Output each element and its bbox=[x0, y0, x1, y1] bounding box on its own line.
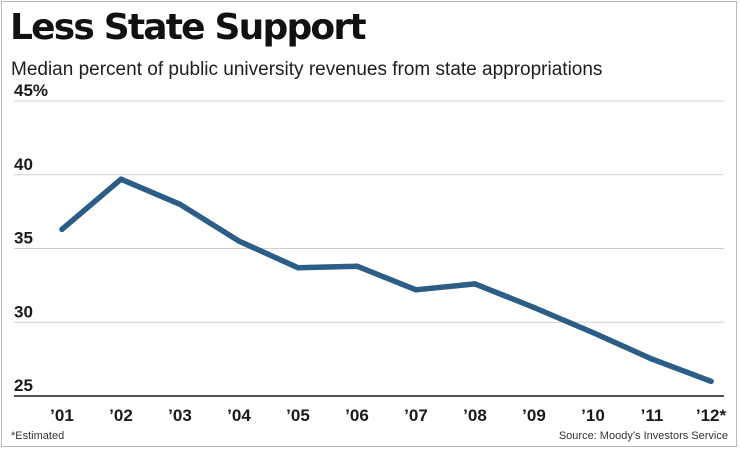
y-tick-label-35: 35 bbox=[14, 229, 33, 248]
x-tick-label-4: ’05 bbox=[286, 406, 310, 425]
data-point-4 bbox=[295, 264, 301, 271]
x-tick-label-11: ’12* bbox=[696, 406, 727, 425]
x-axis-tick-labels: ’01 ’02 ’03 ’04 ’05 ’06 ’07 ’08 ’09 ’10 ’11 ’12* bbox=[50, 406, 726, 425]
x-tick-label-5: ’06 bbox=[345, 406, 369, 425]
x-tick-label-9: ’10 bbox=[581, 406, 605, 425]
y-tick-label-45: 45% bbox=[14, 81, 48, 100]
x-tick-label-0: ’01 bbox=[50, 406, 74, 425]
x-tick-label-3: ’04 bbox=[227, 406, 251, 425]
chart-title: Less State Support bbox=[10, 7, 367, 48]
data-point-3 bbox=[236, 238, 242, 244]
x-tick-label-10: ’11 bbox=[641, 406, 664, 425]
data-point-9 bbox=[590, 329, 596, 336]
series-line-0 bbox=[59, 176, 714, 385]
x-tick-label-2: ’03 bbox=[168, 406, 192, 425]
data-point-5 bbox=[354, 263, 360, 269]
data-point-0 bbox=[59, 226, 65, 233]
data-point-11 bbox=[708, 378, 714, 385]
data-point-1 bbox=[118, 176, 124, 182]
data-point-10 bbox=[649, 356, 655, 362]
footnote: *Estimated bbox=[11, 430, 65, 442]
y-axis-tick-labels: 25 30 35 40 45% bbox=[14, 81, 48, 395]
x-tick-label-7: ’08 bbox=[463, 406, 487, 425]
data-point-8 bbox=[531, 304, 537, 311]
data-point-7 bbox=[472, 281, 478, 287]
y-tick-label-25: 25 bbox=[14, 376, 33, 395]
data-point-2 bbox=[177, 201, 183, 208]
x-tick-label-8: ’09 bbox=[522, 406, 546, 425]
y-tick-label-40: 40 bbox=[14, 155, 33, 174]
data-point-6 bbox=[413, 287, 419, 293]
gridlines bbox=[14, 100, 724, 323]
source-credit: Source: Moody’s Investors Service bbox=[558, 430, 728, 442]
chart-subtitle: Median percent of public university reve… bbox=[11, 59, 603, 80]
data-series bbox=[59, 176, 714, 385]
y-tick-label-30: 30 bbox=[14, 302, 33, 321]
x-tick-label-1: ’02 bbox=[109, 406, 133, 425]
x-tick-label-6: ’07 bbox=[404, 406, 428, 425]
